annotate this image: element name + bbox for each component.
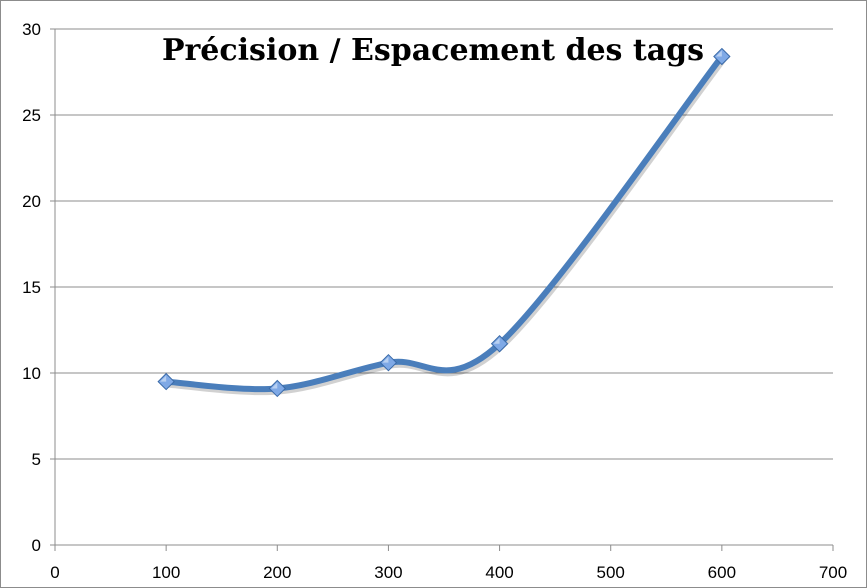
chart-title: Précision / Espacement des tags [162,33,704,68]
x-tick-label: 600 [708,563,736,582]
data-point-marker [490,335,509,353]
y-tick-label: 20 [22,192,41,211]
data-point-marker [157,372,175,391]
data-point-highlight [382,356,389,363]
y-tick-labels: 0 5 10 15 20 25 30 [22,20,41,555]
series-line-shadow [164,55,727,396]
series-line [163,53,725,393]
data-point-marker [379,353,398,372]
y-tick-label: 10 [22,364,41,383]
gridlines [55,28,833,460]
x-tick-label: 400 [485,563,513,582]
y-tick-label: 30 [22,20,41,39]
axes [50,28,834,551]
x-tick-label: 200 [263,563,291,582]
data-point-highlight [715,50,722,57]
data-point-highlight [493,337,500,344]
series-layer [157,47,731,398]
data-point-highlight [160,375,167,382]
y-tick-label: 15 [22,278,41,297]
x-tick-label: 0 [50,563,59,582]
y-tick-label: 0 [32,536,41,555]
x-tick-label: 700 [819,563,847,582]
x-tick-labels: 0 100 200 300 400 500 600 700 [50,563,847,582]
data-point-highlight [271,382,278,389]
y-tick-label: 5 [32,450,41,469]
y-tick-label: 25 [22,106,41,125]
data-point-marker [268,379,286,398]
data-point-marker [713,47,731,66]
x-tick-label: 100 [152,563,180,582]
x-tick-label: 500 [597,563,625,582]
x-tick-label: 300 [374,563,402,582]
